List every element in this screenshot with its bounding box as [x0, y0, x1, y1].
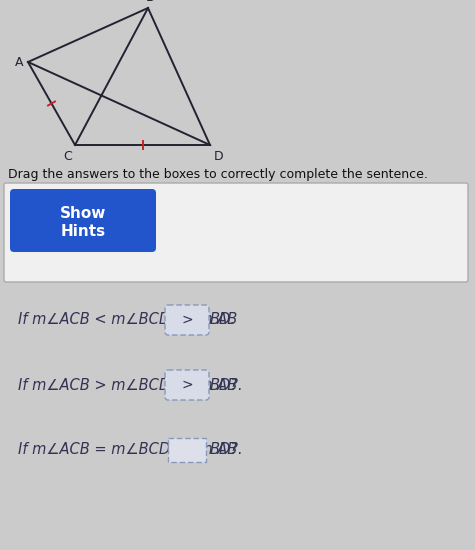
Text: BD?.: BD?.	[210, 377, 244, 393]
Text: C: C	[63, 150, 72, 163]
Text: Hints: Hints	[60, 223, 105, 239]
Text: Drag the answers to the boxes to correctly complete the sentence.: Drag the answers to the boxes to correct…	[8, 168, 428, 181]
Text: A: A	[15, 56, 23, 69]
Text: BD?.: BD?.	[210, 443, 244, 458]
Text: >: >	[181, 378, 193, 392]
Bar	[168, 438, 206, 462]
FancyBboxPatch shape	[4, 183, 468, 282]
Text: >: >	[181, 313, 193, 327]
Text: If m∠ACB < m∠BCD, then AB: If m∠ACB < m∠BCD, then AB	[18, 312, 237, 327]
Text: B: B	[146, 0, 154, 4]
FancyBboxPatch shape	[165, 370, 209, 400]
Text: Show: Show	[60, 206, 106, 221]
Text: If m∠ACB > m∠BCD, then AB: If m∠ACB > m∠BCD, then AB	[18, 377, 237, 393]
Text: BD.: BD.	[210, 312, 236, 327]
Text: D: D	[214, 150, 224, 163]
FancyBboxPatch shape	[10, 189, 156, 252]
FancyBboxPatch shape	[165, 305, 209, 335]
Text: If m∠ACB = m∠BCD, then AB: If m∠ACB = m∠BCD, then AB	[18, 443, 237, 458]
